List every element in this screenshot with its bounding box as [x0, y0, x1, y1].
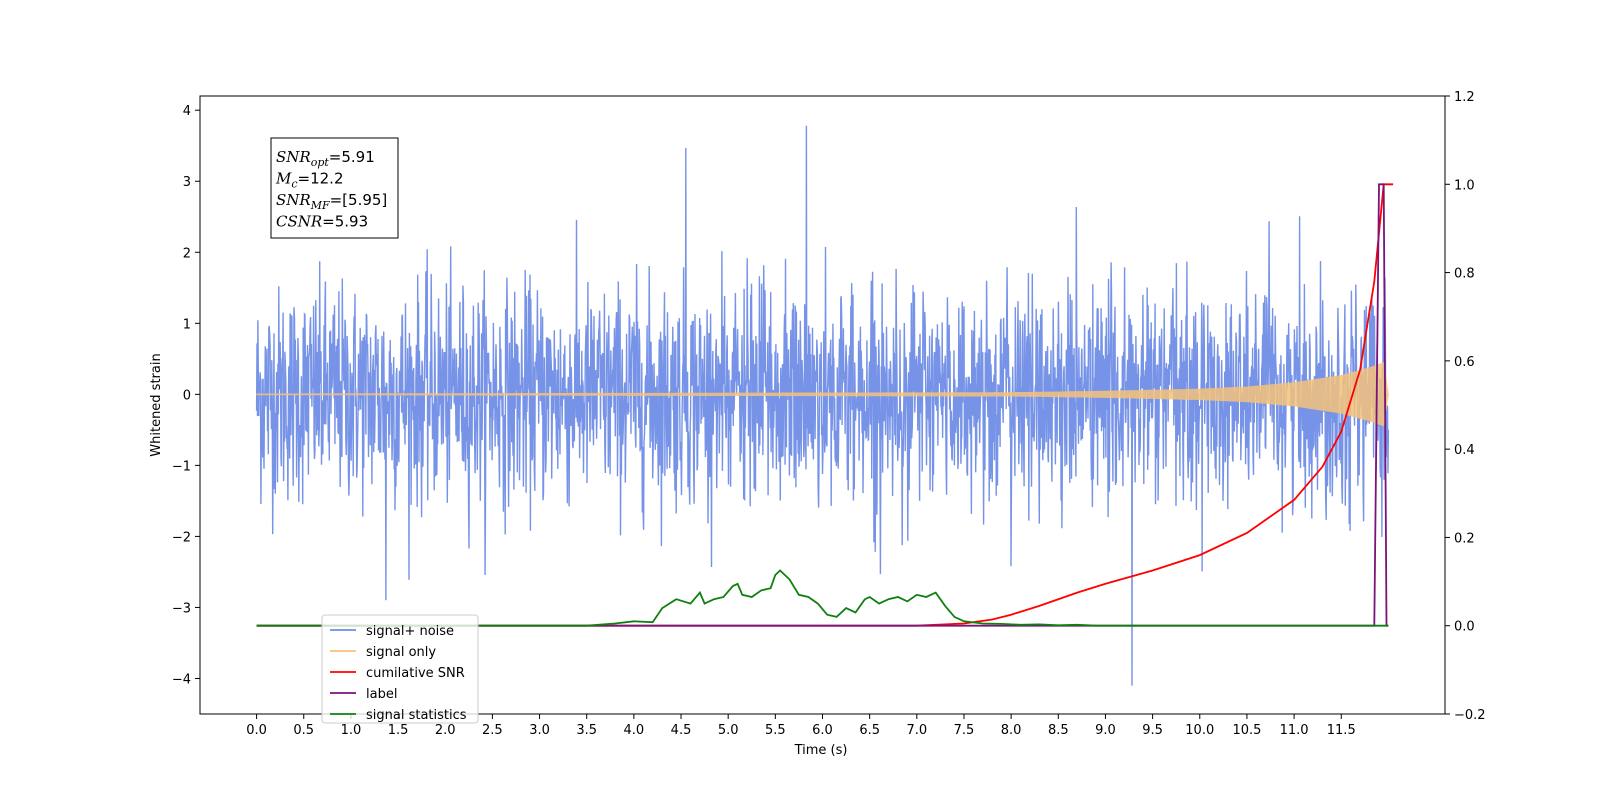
y-axis-label: Whitened strain — [149, 353, 164, 456]
x-tick-label: 2.0 — [435, 723, 456, 738]
annotation-value: =[5.95] — [330, 191, 388, 209]
series-line-cumilative-snr — [256, 183, 1394, 627]
annotation-line: Mc=12.2 — [275, 170, 344, 191]
annotation-var: SNR — [276, 148, 311, 166]
x-tick-label: 3.0 — [529, 723, 550, 738]
annotation-line: SNRopt=5.91 — [276, 148, 375, 169]
series-layer — [255, 125, 1394, 686]
x-tick-label: 10.5 — [1232, 723, 1261, 738]
legend-entries: signal+ noise signal only cumilative SNR la… — [330, 624, 467, 723]
series-line-signal-only — [256, 362, 1389, 427]
y2-tick-label: 0.8 — [1454, 267, 1475, 282]
x-tick-label: 4.5 — [671, 723, 692, 738]
y-tick-label: 0 — [183, 388, 191, 403]
y2-tick-label: 0.6 — [1454, 355, 1475, 370]
legend-label: signal statistics — [366, 708, 467, 723]
annotation-var: SNR — [276, 191, 311, 209]
x-axis: 0.0 0.5 1.0 1.5 2.0 2.5 3.0 3.5 4.0 4.5 5.0 5.5 6.0 6… — [246, 714, 1356, 738]
x-tick-label: 9.0 — [1095, 723, 1116, 738]
x-tick-label: 2.5 — [482, 723, 503, 738]
x-tick-label: 0.0 — [246, 723, 267, 738]
annotation-line: SNRMF=[5.95] — [276, 191, 387, 212]
x-tick-label: 7.5 — [954, 723, 975, 738]
legend-label: signal+ noise — [366, 624, 454, 639]
y-tick-label: −3 — [172, 601, 191, 616]
x-tick-label: 3.5 — [576, 723, 597, 738]
x-tick-label: 5.0 — [718, 723, 739, 738]
x-tick-label: 8.0 — [1001, 723, 1022, 738]
x-tick-label: 9.5 — [1142, 723, 1163, 738]
x-tick-label: 0.5 — [293, 723, 314, 738]
annotation-sub: c — [291, 178, 297, 191]
y-tick-label: −1 — [172, 459, 191, 474]
y2-tick-label: 1.2 — [1454, 90, 1475, 105]
x-tick-label: 11.0 — [1280, 723, 1309, 738]
legend-label: label — [366, 687, 397, 702]
legend-label: signal only — [366, 645, 436, 660]
y-tick-label: 3 — [183, 175, 191, 190]
annotation-value: =5.93 — [322, 213, 368, 231]
y2-tick-label: 0.2 — [1454, 531, 1475, 546]
annotation-value: =5.91 — [329, 148, 375, 166]
annotation-var: M — [275, 170, 292, 188]
x-tick-label: 5.5 — [765, 723, 786, 738]
x-tick-label: 7.0 — [906, 723, 927, 738]
series-line-signal-statistics — [256, 569, 1389, 627]
y-tick-label: −2 — [172, 530, 191, 545]
legend-frame — [321, 614, 479, 724]
y-tick-label: −4 — [172, 672, 191, 687]
legend-label: cumilative SNR — [366, 666, 465, 681]
x-tick-label: 1.0 — [341, 723, 362, 738]
y2-tick-label: −0.2 — [1454, 708, 1486, 723]
x-axis-label: Time (s) — [794, 743, 848, 758]
x-tick-label: 1.5 — [388, 723, 409, 738]
x-tick-label: 10.0 — [1185, 723, 1214, 738]
y-axis: 4 3 2 1 0 −1 −2 −3 −4 — [172, 104, 200, 687]
y-tick-label: 1 — [183, 317, 191, 332]
annotation-sub: MF — [310, 199, 330, 212]
x-tick-label: 8.5 — [1048, 723, 1069, 738]
annotation-line: CSNR=5.93 — [276, 213, 368, 231]
x-tick-label: 6.5 — [859, 723, 880, 738]
y-tick-label: 4 — [183, 104, 191, 119]
x-tick-label: 6.0 — [812, 723, 833, 738]
x-tick-label: 4.0 — [624, 723, 645, 738]
y-tick-label: 2 — [183, 246, 191, 261]
annotation-value: =12.2 — [298, 170, 344, 188]
x-tick-label: 11.5 — [1327, 723, 1356, 738]
y2-axis: 1.2 1.0 0.8 0.6 0.4 0.2 0.0 −0.2 — [1445, 90, 1486, 723]
annotation-var: CSNR — [276, 213, 322, 231]
y2-tick-label: 0.0 — [1454, 620, 1475, 635]
annotation-sub: opt — [311, 156, 330, 169]
annotation-frame — [270, 137, 399, 239]
y2-tick-label: 0.4 — [1454, 443, 1475, 458]
legend: signal+ noise signal only cumilative SNR la… — [321, 614, 479, 724]
y2-tick-label: 1.0 — [1454, 178, 1475, 193]
series-line-signal-noise — [255, 125, 1390, 686]
